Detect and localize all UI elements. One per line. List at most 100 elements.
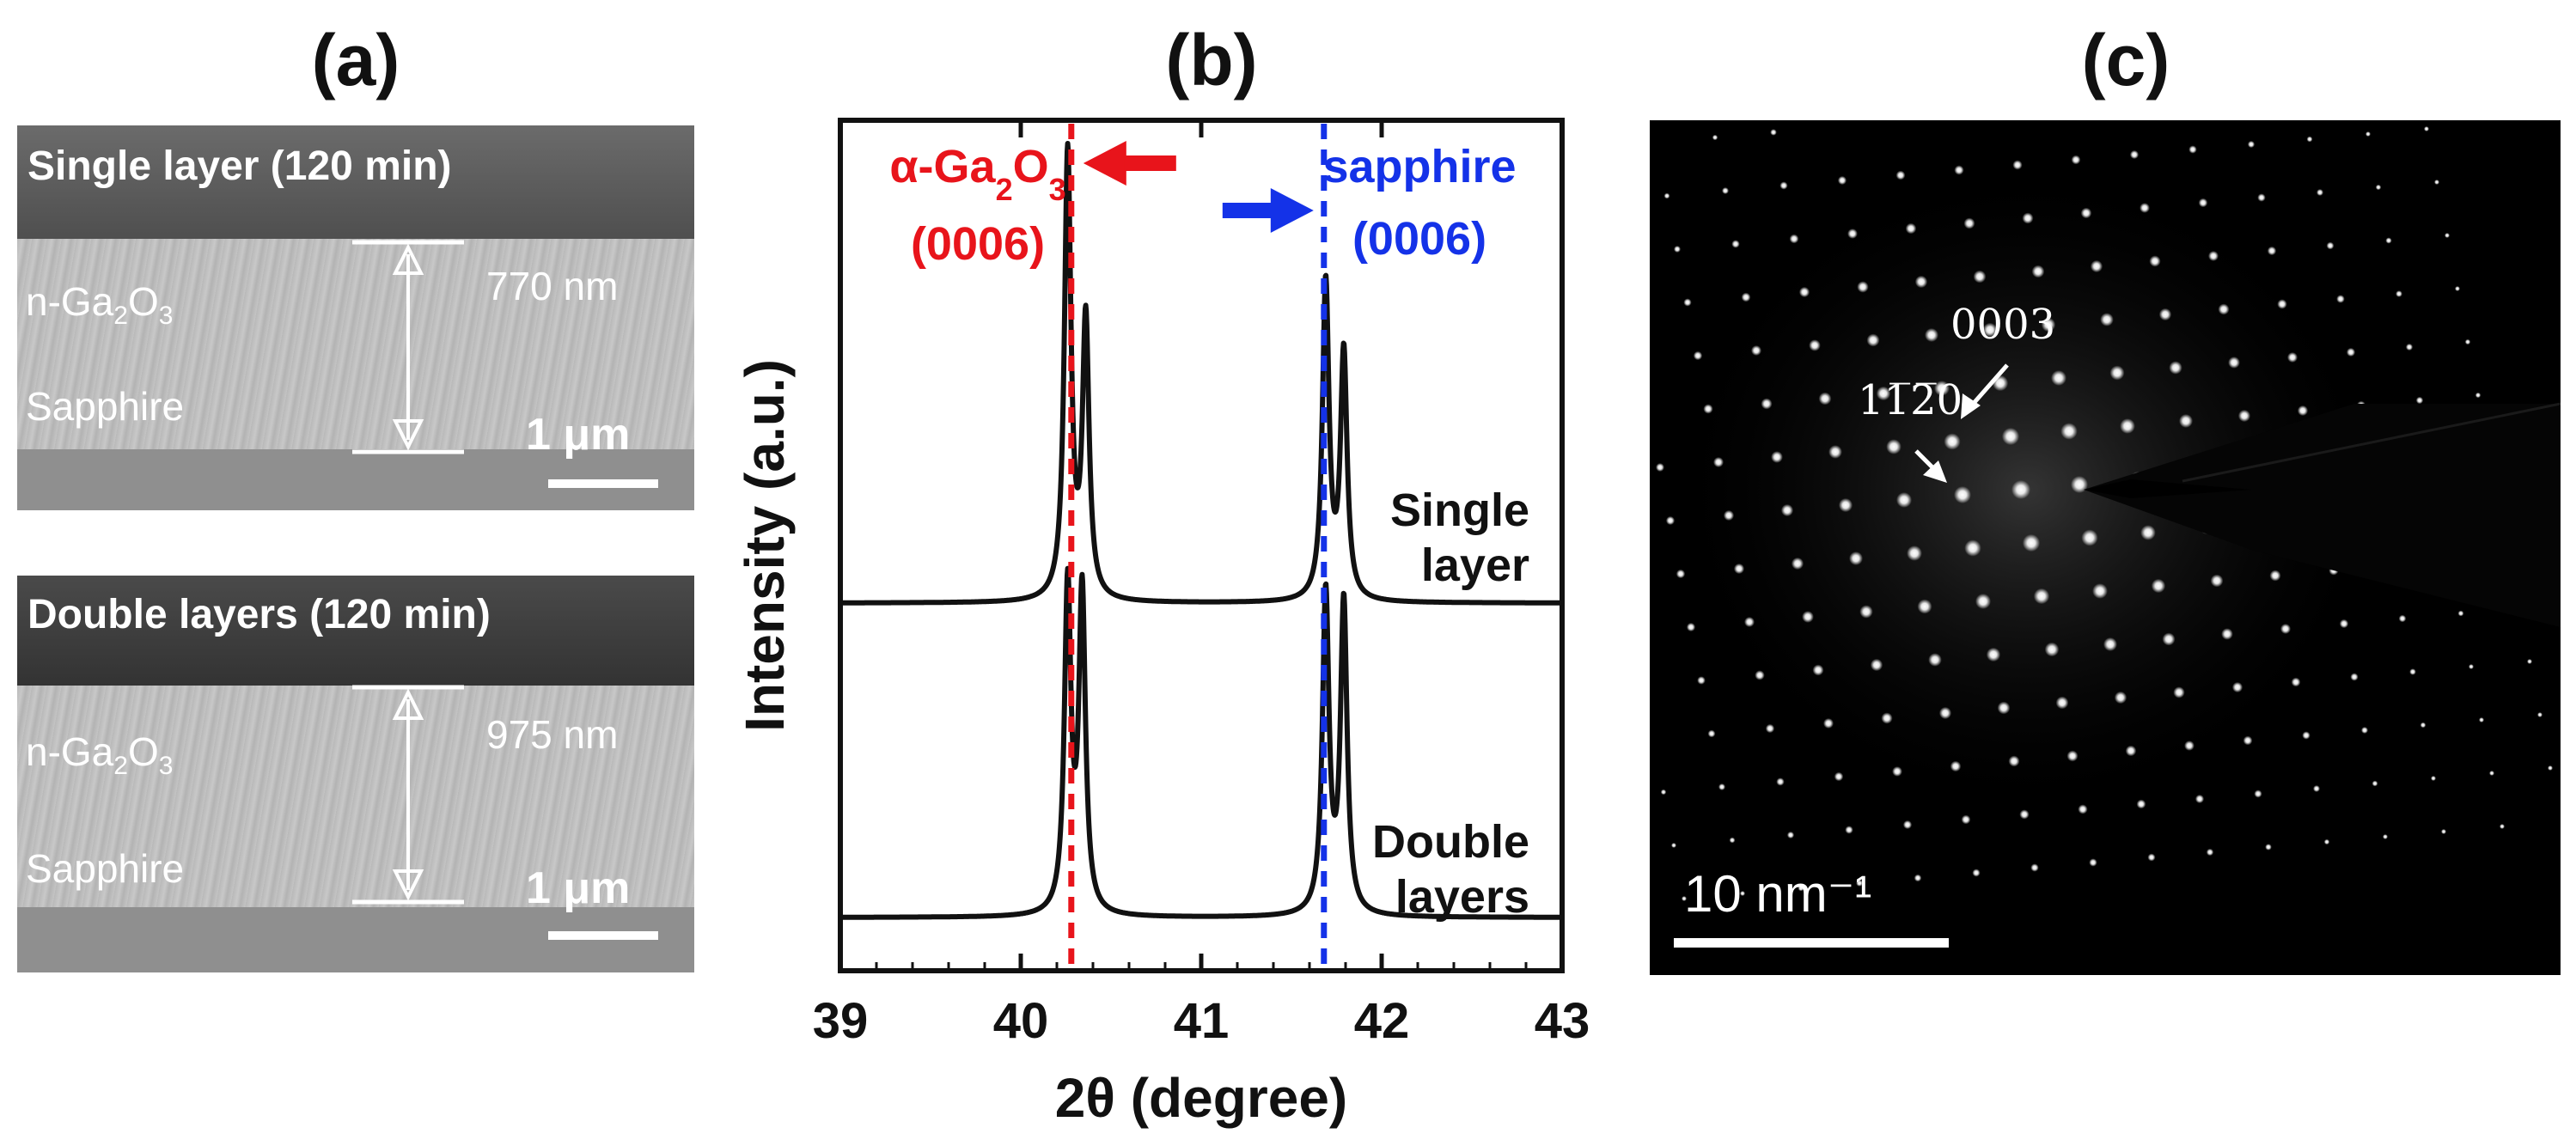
diffraction-spot <box>2208 251 2219 261</box>
x-tick-label: 39 <box>813 993 869 1049</box>
diffraction-spot <box>1914 874 1922 882</box>
diffraction-spot <box>1802 611 1814 623</box>
diffraction-spot <box>2030 863 2039 872</box>
diffraction-spot <box>2537 712 2542 717</box>
diffraction-spot <box>1674 246 1681 253</box>
xrd-curve-single-layer <box>838 141 1565 606</box>
diffraction-spot <box>1779 181 1788 190</box>
series-label-line2: layers <box>1395 871 1529 923</box>
arrow-shaft-blue <box>1222 203 1274 218</box>
ref-label-sapphire: sapphire <box>1322 141 1516 192</box>
diffraction-spot <box>1834 771 1844 782</box>
x-tick-label: 42 <box>1354 993 1410 1049</box>
sem-image-single-layer: Single layer (120 min) n-Ga2O3 770 nm Sa… <box>17 125 694 510</box>
series-label-line1: Double <box>1372 816 1529 868</box>
diffraction-spot <box>2044 642 2060 657</box>
diffraction-spot <box>2169 361 2182 375</box>
y-axis-label: Intensity (a.u.) <box>734 359 796 732</box>
diffraction-spot <box>2267 246 2277 256</box>
diffraction-spot <box>1914 275 1928 289</box>
diffraction-spot <box>1703 404 1713 414</box>
diffraction-spot <box>2350 673 2359 681</box>
substrate-label-double: Sapphire <box>26 846 185 891</box>
diffraction-spot <box>1776 777 1785 786</box>
diffraction-spot <box>2265 844 2272 850</box>
diffraction-spot <box>2445 233 2450 238</box>
diffraction-spot <box>1886 439 1901 454</box>
diffraction-spot <box>1744 617 1755 627</box>
diffraction-spot <box>2326 241 2335 250</box>
diffraction-spot <box>1771 451 1783 463</box>
series-label-line1: Single <box>1390 485 1529 536</box>
diffraction-spot <box>2228 357 2240 369</box>
diffraction-spot <box>1812 664 1824 676</box>
diffraction-spot <box>2221 628 2233 640</box>
diffraction-spot <box>1838 497 1853 513</box>
diffraction-spot <box>1917 599 1932 614</box>
diffraction-spot <box>2001 427 2020 446</box>
diffraction-spot <box>1798 885 1804 892</box>
diffraction-spot <box>1789 234 1799 244</box>
diffraction-spot <box>1770 129 1777 136</box>
x-axis-label: 2θ (degree) <box>1055 1067 1347 1129</box>
diffraction-spot <box>2405 343 2414 351</box>
scale-label-double: 1 μm <box>526 863 631 913</box>
diffraction-spot <box>2151 578 2166 594</box>
diffraction-spot <box>1751 345 1761 356</box>
x-tick-label: 40 <box>993 993 1049 1049</box>
diffraction-spot <box>2269 570 2281 582</box>
diffraction-spot <box>1954 486 1971 503</box>
diffraction-spot <box>1902 820 1913 830</box>
diffraction-spot <box>1712 134 1718 141</box>
diffraction-spot <box>1823 718 1834 728</box>
diffraction-spot <box>2031 265 2045 278</box>
diffraction-spot <box>2109 365 2125 381</box>
diffraction-spot <box>1857 281 1869 293</box>
diffraction-spot <box>2489 771 2494 776</box>
diffraction-spot <box>2372 780 2378 787</box>
diffraction-spot <box>2313 785 2320 792</box>
diffraction-spot <box>2090 259 2103 273</box>
diffraction-spot <box>2409 668 2416 675</box>
diffraction-spot <box>1683 298 1692 307</box>
diffraction-spot <box>1765 723 1775 734</box>
diffraction-spot <box>2008 755 2020 767</box>
diffraction-spot <box>2055 696 2069 710</box>
thickness-single: 770 nm <box>486 264 619 308</box>
diffraction-spot <box>2254 789 2262 798</box>
diffraction-spot <box>1682 896 1687 901</box>
arrow-0003 <box>1961 363 2009 419</box>
diffraction-spot <box>2198 198 2208 208</box>
diffraction-spot <box>2431 776 2436 781</box>
diffraction-spot <box>2500 824 2505 829</box>
diffraction-spot <box>2280 624 2291 634</box>
scale-bar-tem <box>1674 938 1949 948</box>
beam-stopper <box>2084 404 2561 627</box>
diffraction-spot <box>2287 352 2298 363</box>
diffraction-spot <box>2297 405 2309 417</box>
diffraction-spot <box>1881 712 1893 724</box>
diffraction-spot <box>2277 299 2287 309</box>
diffraction-spot <box>2114 691 2127 704</box>
ref-label-ga2o3-index: (0006) <box>911 218 1045 270</box>
diffraction-spot <box>1895 170 1906 180</box>
diffraction-spot <box>1676 569 1686 579</box>
diffraction-spot <box>1961 814 1971 825</box>
diffraction-spot <box>2336 295 2345 303</box>
diffraction-spot <box>2022 533 2041 552</box>
spot-label-0003: 0003 <box>1950 301 2056 349</box>
diffraction-spot <box>1954 165 1964 175</box>
diffraction-spot <box>2375 184 2382 191</box>
scale-label-tem: 10 nm⁻¹ <box>1684 865 1872 923</box>
diffraction-spot <box>2188 145 2197 154</box>
substrate-label-single: Sapphire <box>26 384 185 429</box>
diffraction-spot <box>2398 614 2407 623</box>
diffraction-spot <box>1663 192 1670 199</box>
diffraction-spot <box>1733 563 1745 575</box>
diffraction-spot <box>2257 193 2266 202</box>
arrow-shaft-red <box>1124 155 1176 171</box>
diffraction-spot <box>1997 701 2011 715</box>
diffraction-spot <box>2092 583 2108 599</box>
diffraction-spot <box>2457 610 2464 617</box>
